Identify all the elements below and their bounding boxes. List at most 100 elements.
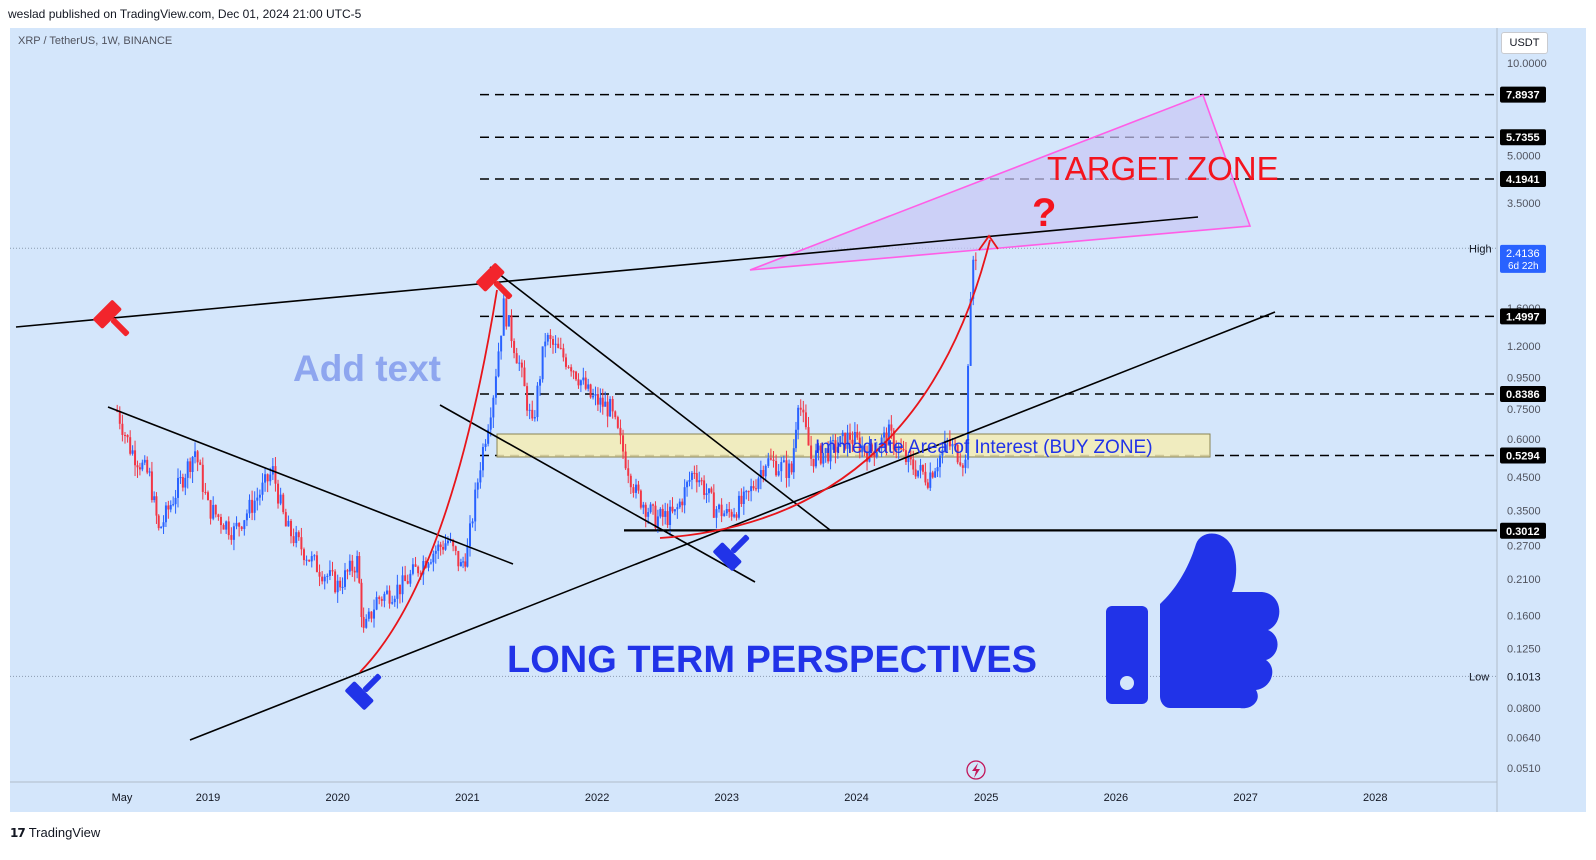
long-term-label[interactable]: LONG TERM PERSPECTIVES: [507, 639, 1037, 681]
candle-body: [831, 440, 834, 442]
candle-body: [844, 432, 847, 449]
candle-body: [601, 397, 604, 407]
question-mark-label[interactable]: ?: [1032, 191, 1056, 235]
price-tick-label: 0.9500: [1507, 372, 1541, 384]
candle-body: [427, 563, 430, 568]
symbol-label[interactable]: XRP / TetherUS, 1W, BINANCE: [18, 35, 173, 47]
candle-body: [664, 511, 667, 517]
candle-body: [897, 446, 900, 451]
candle-body: [240, 526, 243, 530]
candle-body: [199, 462, 202, 465]
candle-body: [666, 511, 669, 525]
candle-body: [429, 562, 432, 564]
candle-body: [892, 430, 895, 450]
candle-body: [941, 449, 944, 456]
lightning-icon[interactable]: [966, 760, 986, 780]
candle-body: [385, 590, 388, 594]
candle-body: [541, 346, 544, 380]
currency-button[interactable]: USDT: [1501, 32, 1548, 54]
candle-body: [536, 385, 539, 418]
candle-body: [454, 546, 457, 551]
candle-body: [812, 458, 815, 467]
candle-body: [673, 509, 676, 512]
low-label: Low: [1469, 671, 1489, 683]
candle-body: [822, 452, 825, 464]
candle-body: [232, 526, 235, 540]
time-tick-label: 2025: [974, 792, 998, 804]
candle-body: [887, 424, 890, 446]
candle-body: [539, 379, 542, 386]
candle-body: [557, 343, 560, 348]
price-tick-label: 0.4500: [1507, 472, 1541, 484]
candle-body: [921, 465, 924, 472]
candle-body: [647, 512, 650, 517]
2018-downtrend-line[interactable]: [107, 406, 514, 565]
candle-body: [948, 440, 951, 447]
candle-body: [138, 467, 141, 470]
candle-body: [757, 478, 760, 489]
candle-body: [222, 525, 225, 530]
candle-body: [972, 259, 975, 299]
price-tick-label: 0.0800: [1507, 703, 1541, 715]
target-zone-triangle[interactable]: [749, 93, 1252, 271]
candle-body: [772, 459, 775, 462]
candle-body: [836, 446, 839, 453]
candle-body: [510, 315, 513, 342]
candle-body: [533, 417, 536, 419]
tradingview-logo[interactable]: 17 TradingView: [10, 825, 100, 840]
candle-body: [788, 463, 791, 478]
candle-body: [938, 455, 941, 468]
high-label: High: [1469, 243, 1492, 255]
candle-body: [624, 451, 627, 469]
candle-body: [411, 564, 414, 574]
candle-body: [318, 572, 321, 577]
time-axis[interactable]: May 2019 2020 2021 2022 2023 2024 2025 2026 2027 2…: [112, 792, 1388, 804]
candle-body: [353, 570, 356, 573]
candle-body: [616, 417, 619, 428]
price-chart[interactable]: TARGET ZONE ? Add text Immediate Area of…: [0, 0, 1596, 812]
candle-body: [191, 456, 194, 472]
candle-body: [365, 618, 368, 628]
2021-downtrend-upper-line[interactable]: [489, 266, 831, 531]
candle-body: [177, 477, 180, 498]
long-support-line[interactable]: [189, 311, 1276, 741]
candle-body: [693, 472, 696, 474]
price-tick-label: 0.7500: [1507, 404, 1541, 416]
candle-body: [802, 409, 805, 413]
candle-body: [391, 602, 394, 604]
candles-layer: [116, 252, 977, 633]
candle-body: [134, 450, 137, 466]
candle-body: [136, 465, 139, 468]
tradingview-logo-text: TradingView: [28, 825, 101, 840]
candle-body: [274, 466, 277, 484]
price-level-tag: [1500, 86, 1546, 103]
parabolic-curve-2020[interactable]: [359, 289, 498, 673]
candle-body: [827, 448, 830, 462]
target-zone-label[interactable]: TARGET ZONE: [1047, 150, 1279, 187]
2021-downtrend-lower-line[interactable]: [439, 404, 756, 583]
gavel-icon: [713, 534, 750, 571]
candle-body: [969, 298, 972, 366]
candle-body: [785, 460, 788, 478]
candle-body: [179, 477, 182, 479]
candle-body: [269, 474, 272, 482]
upper-resistance-line[interactable]: [15, 216, 1199, 328]
price-axis[interactable]: 10.00005.00003.50001.60001.20000.95000.7…: [1469, 58, 1547, 775]
candle-body: [683, 487, 686, 506]
candle-body: [164, 505, 167, 523]
candle-body: [863, 445, 866, 452]
candle-body: [196, 451, 199, 463]
add-text-label[interactable]: Add text: [293, 348, 441, 389]
buy-zone-label[interactable]: Immediate Area of Interest (BUY ZONE): [815, 437, 1153, 458]
candle-body: [526, 386, 529, 411]
candle-body: [890, 424, 893, 431]
parabolic-curve-2024[interactable]: [659, 239, 991, 539]
candle-body: [235, 522, 238, 527]
price-level-label: 0.3012: [1506, 526, 1540, 538]
candle-body: [500, 335, 503, 352]
candle-body: [157, 515, 160, 529]
candle-body: [383, 593, 386, 601]
candle-body: [284, 512, 287, 527]
buy-zone-rect[interactable]: [496, 433, 1211, 458]
candle-body: [277, 483, 280, 504]
